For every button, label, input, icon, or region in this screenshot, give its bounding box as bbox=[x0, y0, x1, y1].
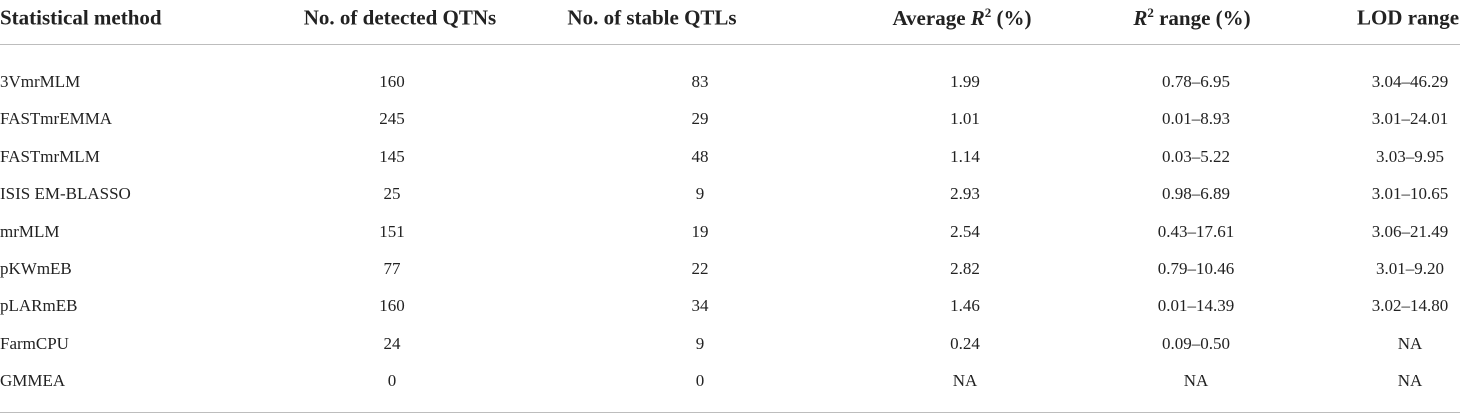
table-cell: 160 bbox=[379, 72, 405, 91]
table-cell: 0.79–10.46 bbox=[1157, 259, 1235, 278]
table-cell: NA bbox=[1397, 371, 1423, 391]
table-cell: 0.01–8.93 bbox=[1162, 109, 1230, 129]
table-cell: 34 bbox=[691, 296, 709, 316]
table-cell: 1.46 bbox=[950, 296, 980, 316]
table-cell: 24 bbox=[383, 333, 401, 353]
header-text: Average bbox=[892, 6, 971, 30]
row-label: FASTmrEMMA bbox=[0, 109, 113, 129]
table-cell: 0 bbox=[695, 371, 705, 391]
row-label: ISIS EM-BLASSO bbox=[0, 184, 131, 204]
row-label: pKWmEB bbox=[0, 259, 72, 278]
column-header: No. of stable QTLs bbox=[567, 5, 737, 30]
table-cell: 3.06–21.49 bbox=[1371, 221, 1449, 241]
table-cell: 19 bbox=[691, 221, 709, 241]
header-symbol: R bbox=[970, 6, 985, 30]
table-cell: 151 bbox=[379, 221, 405, 241]
table-cell: 0.78–6.95 bbox=[1162, 72, 1230, 91]
table-cell: 3.04–46.29 bbox=[1371, 72, 1449, 91]
table-cell: 2.82 bbox=[950, 259, 980, 278]
table-cell: 48 bbox=[691, 146, 709, 166]
table-cell: 9 bbox=[695, 184, 705, 204]
table-cell: 3.03–9.95 bbox=[1376, 146, 1444, 166]
header-text: (%) bbox=[991, 6, 1032, 30]
row-label: FarmCPU bbox=[0, 333, 69, 353]
table-cell: 2.93 bbox=[950, 184, 980, 204]
table-cell: NA bbox=[1397, 333, 1423, 353]
row-label: pLARmEB bbox=[0, 296, 78, 316]
table-cell: 29 bbox=[691, 109, 709, 129]
table-cell: NA bbox=[1183, 371, 1209, 391]
column-header: LOD range bbox=[1356, 5, 1460, 30]
table-cell: 0.24 bbox=[950, 333, 980, 353]
column-header: Statistical method bbox=[0, 5, 162, 30]
table-cell: 0.43–17.61 bbox=[1157, 221, 1235, 241]
table-cell: 83 bbox=[691, 72, 709, 91]
table-cell: 160 bbox=[379, 296, 405, 316]
row-label: 3VmrMLM bbox=[0, 72, 81, 91]
row-label: mrMLM bbox=[0, 221, 60, 241]
table-cell: 9 bbox=[695, 333, 705, 353]
table-cell: 2.54 bbox=[950, 221, 980, 241]
table-cell: 3.01–10.65 bbox=[1371, 184, 1449, 204]
header-superscript: 2 bbox=[984, 5, 992, 20]
table-cell: 245 bbox=[379, 109, 405, 129]
table-cell: 0.98–6.89 bbox=[1162, 184, 1230, 204]
table-cell: 1.14 bbox=[950, 146, 980, 166]
table-cell: 0.03–5.22 bbox=[1162, 146, 1230, 166]
table-cell: 77 bbox=[383, 259, 401, 278]
table-cell: 0.09–0.50 bbox=[1162, 333, 1230, 353]
table-cell: 1.99 bbox=[950, 72, 980, 91]
header-superscript: 2 bbox=[1147, 5, 1154, 20]
table-cell: 0.01–14.39 bbox=[1157, 296, 1235, 316]
table-cell: 0 bbox=[387, 371, 397, 391]
bottom-rule bbox=[0, 412, 1460, 413]
table-cell: 22 bbox=[691, 259, 709, 278]
row-label: FASTmrMLM bbox=[0, 146, 100, 166]
header-rule bbox=[0, 44, 1460, 45]
table-cell: NA bbox=[952, 371, 978, 391]
table-cell: 1.01 bbox=[950, 109, 980, 129]
table-cell: 3.02–14.80 bbox=[1371, 296, 1449, 316]
table-cell: 145 bbox=[379, 146, 405, 166]
table-cell: 3.01–9.20 bbox=[1376, 259, 1444, 278]
column-header: No. of detected QTNs bbox=[303, 5, 497, 30]
table-cell: 3.01–24.01 bbox=[1371, 109, 1449, 129]
column-header: Average R2 (%) bbox=[892, 5, 1031, 31]
table-cell: 25 bbox=[383, 184, 401, 204]
column-header: R2 range (%) bbox=[1133, 5, 1250, 31]
row-label: GMMEA bbox=[0, 371, 66, 391]
header-symbol: R bbox=[1133, 6, 1148, 30]
header-text: range (%) bbox=[1153, 6, 1251, 30]
